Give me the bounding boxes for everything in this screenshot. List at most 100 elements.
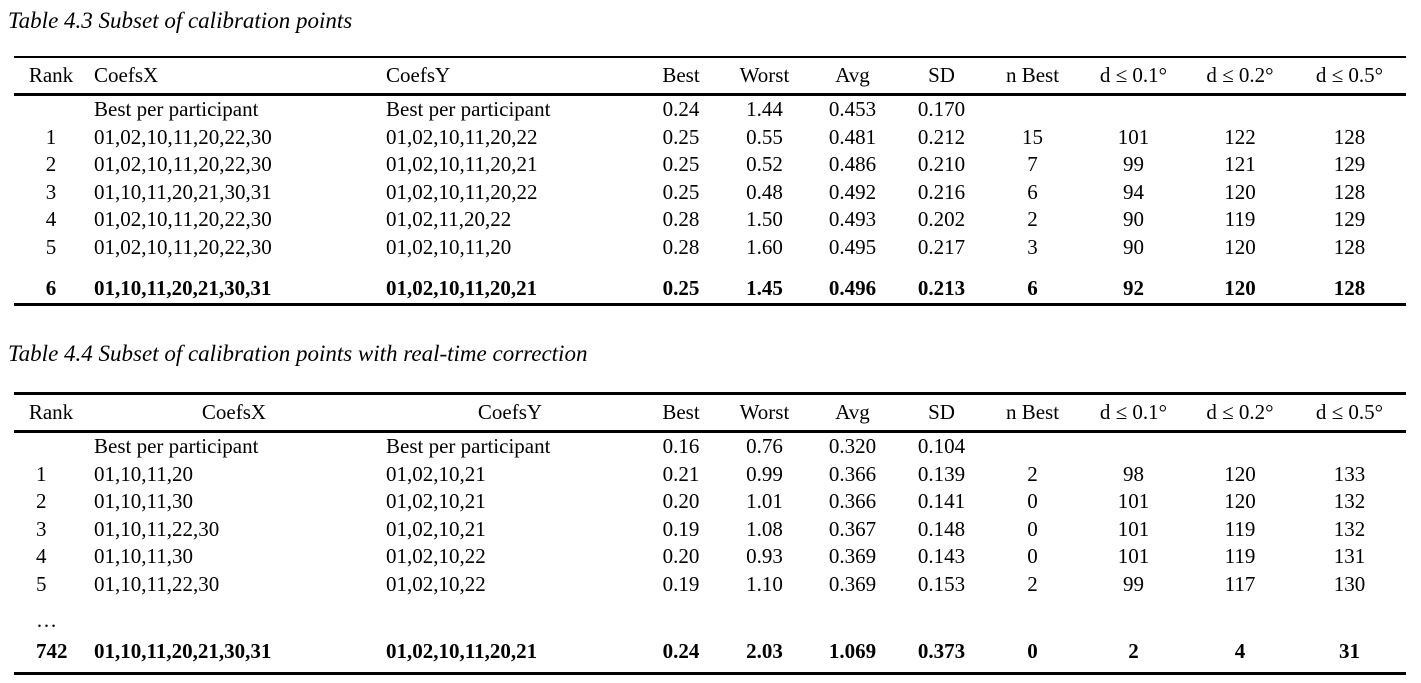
cell-sd: 0.143 — [917, 544, 966, 569]
cell-worst: 0.52 — [746, 152, 783, 177]
cell-d-le-0-1deg: 92 — [1123, 276, 1144, 301]
table-4-3-caption: Table 4.3 Subset of calibration points — [8, 8, 353, 33]
cell-n-best: 0 — [1027, 639, 1038, 664]
cell-d-le-0-5deg: 128 — [1333, 179, 1366, 204]
cell-d-le-0-2deg: 4 — [1234, 639, 1246, 664]
cell-sd: 0.104 — [917, 434, 966, 459]
cell-avg: 0.495 — [828, 234, 877, 259]
cell-coefsx: 01,02,10,11,20,22,30 — [94, 152, 272, 177]
cell-d-le-0-2deg: 120 — [1224, 461, 1256, 486]
cell-d-le-0-5deg — [1293, 432, 1406, 461]
table-row: 2 01,02,10,11,20,22,30 01,02,10,11,20,21 0.… — [14, 151, 1406, 179]
cell-avg: 0.320 — [828, 434, 877, 459]
cell-coefsx: 01,10,11,20 — [94, 461, 193, 486]
cell-best: 0.28 — [662, 234, 700, 259]
cell-d-le-0-5deg: 31 — [1339, 639, 1360, 664]
cell-best: 0.19 — [662, 516, 700, 541]
cell-rank: 1 — [45, 124, 57, 149]
cell-n-best: 3 — [1027, 234, 1038, 259]
cell-d-le-0-2deg: 120 — [1224, 179, 1256, 204]
cell-n-best: 2 — [1027, 571, 1038, 596]
cell-d-le-0-2deg: 119 — [1224, 516, 1256, 541]
cell-rank: 4 — [45, 207, 57, 232]
cell-d-le-0-2deg — [1187, 598, 1293, 633]
column-header-n-best: n Best — [1005, 63, 1060, 87]
cell-avg: 1.069 — [828, 639, 877, 664]
cell-coefsx: 01,10,11,20,21,30,31 — [94, 276, 272, 301]
cell-avg: 0.367 — [828, 516, 877, 541]
cell-d-le-0-5deg: 132 — [1333, 516, 1366, 541]
cell-d-le-0-1deg: 101 — [1117, 544, 1150, 569]
cell-best — [640, 598, 722, 633]
cell-n-best: 0 — [1027, 544, 1038, 569]
cell-sd: 0.170 — [917, 97, 966, 122]
cell-worst: 1.08 — [746, 516, 783, 541]
column-header-coefsx: CoefsX — [94, 63, 159, 87]
cell-n-best: 0 — [1027, 516, 1038, 541]
cell-rank — [14, 95, 88, 124]
table-row: Best per participant Best per participant… — [14, 432, 1406, 461]
cell-d-le-0-5deg: 132 — [1333, 489, 1366, 514]
cell-best: 0.25 — [662, 276, 700, 301]
column-header-best: Best — [662, 63, 700, 87]
cell-n-best — [985, 432, 1080, 461]
table-row: 3 01,10,11,22,30 01,02,10,21 0.19 1.08 0.367 0… — [14, 516, 1406, 544]
column-header-coefsx: CoefsX — [201, 400, 267, 424]
table-row: Best per participant Best per participant… — [14, 95, 1406, 124]
cell-worst: 1.45 — [746, 276, 783, 301]
cell-sd: 0.217 — [917, 234, 966, 259]
cell-rank: 3 — [36, 516, 47, 541]
cell-n-best: 2 — [1027, 461, 1038, 486]
cell-rank: 2 — [36, 489, 47, 514]
cell-rank: 4 — [36, 544, 47, 569]
column-header-worst: Worst — [739, 400, 790, 424]
cell-sd: 0.210 — [917, 152, 966, 177]
cell-d-le-0-2deg — [1187, 95, 1293, 124]
column-header-coefsy: CoefsY — [386, 63, 451, 87]
cell-d-le-0-5deg: 128 — [1333, 234, 1366, 259]
cell-sd: 0.139 — [917, 461, 966, 486]
cell-coefsx: Best per participant — [94, 434, 259, 459]
cell-best: 0.24 — [662, 97, 700, 122]
cell-d-le-0-2deg — [1187, 432, 1293, 461]
cell-rank: … — [36, 608, 57, 632]
cell-worst: 0.99 — [746, 461, 783, 486]
table-4-4-caption: Table 4.4 Subset of calibration points w… — [8, 341, 588, 366]
cell-worst: 0.76 — [746, 434, 783, 459]
column-header-d-le-0-1deg: d ≤ 0.1° — [1099, 63, 1168, 87]
table-row: 1 01,02,10,11,20,22,30 01,02,10,11,20,22 0.… — [14, 124, 1406, 152]
cell-coefsy: 01,02,10,11,20,21 — [386, 276, 538, 301]
cell-n-best: 0 — [1027, 489, 1038, 514]
cell-sd — [898, 598, 985, 633]
cell-n-best: 7 — [1027, 152, 1038, 177]
cell-coefsx: 01,10,11,20,21,30,31 — [94, 179, 272, 204]
cell-sd: 0.213 — [917, 276, 966, 301]
cell-coefsy: 01,02,10,21 — [386, 461, 486, 486]
cell-worst: 0.93 — [746, 544, 783, 569]
cell-n-best — [985, 95, 1080, 124]
cell-d-le-0-2deg: 120 — [1224, 234, 1256, 259]
column-header-worst: Worst — [739, 63, 790, 87]
calibration-table-4-3: Rank CoefsX CoefsY Best Worst Avg SD n Best d ≤ … — [14, 56, 1406, 306]
cell-avg: 0.366 — [828, 461, 877, 486]
cell-rank — [14, 432, 88, 461]
cell-coefsx: 01,02,10,11,20,22,30 — [94, 124, 272, 149]
cell-avg: 0.453 — [828, 97, 877, 122]
cell-n-best: 15 — [1022, 124, 1043, 149]
cell-d-le-0-1deg: 99 — [1123, 152, 1144, 177]
cell-best: 0.16 — [662, 434, 700, 459]
column-header-best: Best — [662, 400, 700, 424]
cell-worst: 2.03 — [746, 639, 783, 664]
cell-coefsx: 01,02,10,11,20,22,30 — [94, 234, 272, 259]
cell-coefsx: 01,10,11,20,21,30,31 — [94, 639, 272, 664]
cell-d-le-0-2deg: 120 — [1224, 276, 1256, 301]
table-row: 5 01,02,10,11,20,22,30 01,02,10,11,20 0.28 1… — [14, 234, 1406, 262]
cell-sd: 0.153 — [917, 571, 966, 596]
cell-d-le-0-1deg: 90 — [1123, 234, 1144, 259]
cell-rank: 3 — [45, 179, 57, 204]
cell-avg: 0.481 — [828, 124, 877, 149]
column-header-d-le-0-2deg: d ≤ 0.2° — [1206, 63, 1274, 87]
cell-sd: 0.373 — [917, 639, 966, 664]
table-row: 3 01,10,11,20,21,30,31 01,02,10,11,20,22 0.… — [14, 179, 1406, 207]
cell-coefsx — [88, 598, 380, 633]
